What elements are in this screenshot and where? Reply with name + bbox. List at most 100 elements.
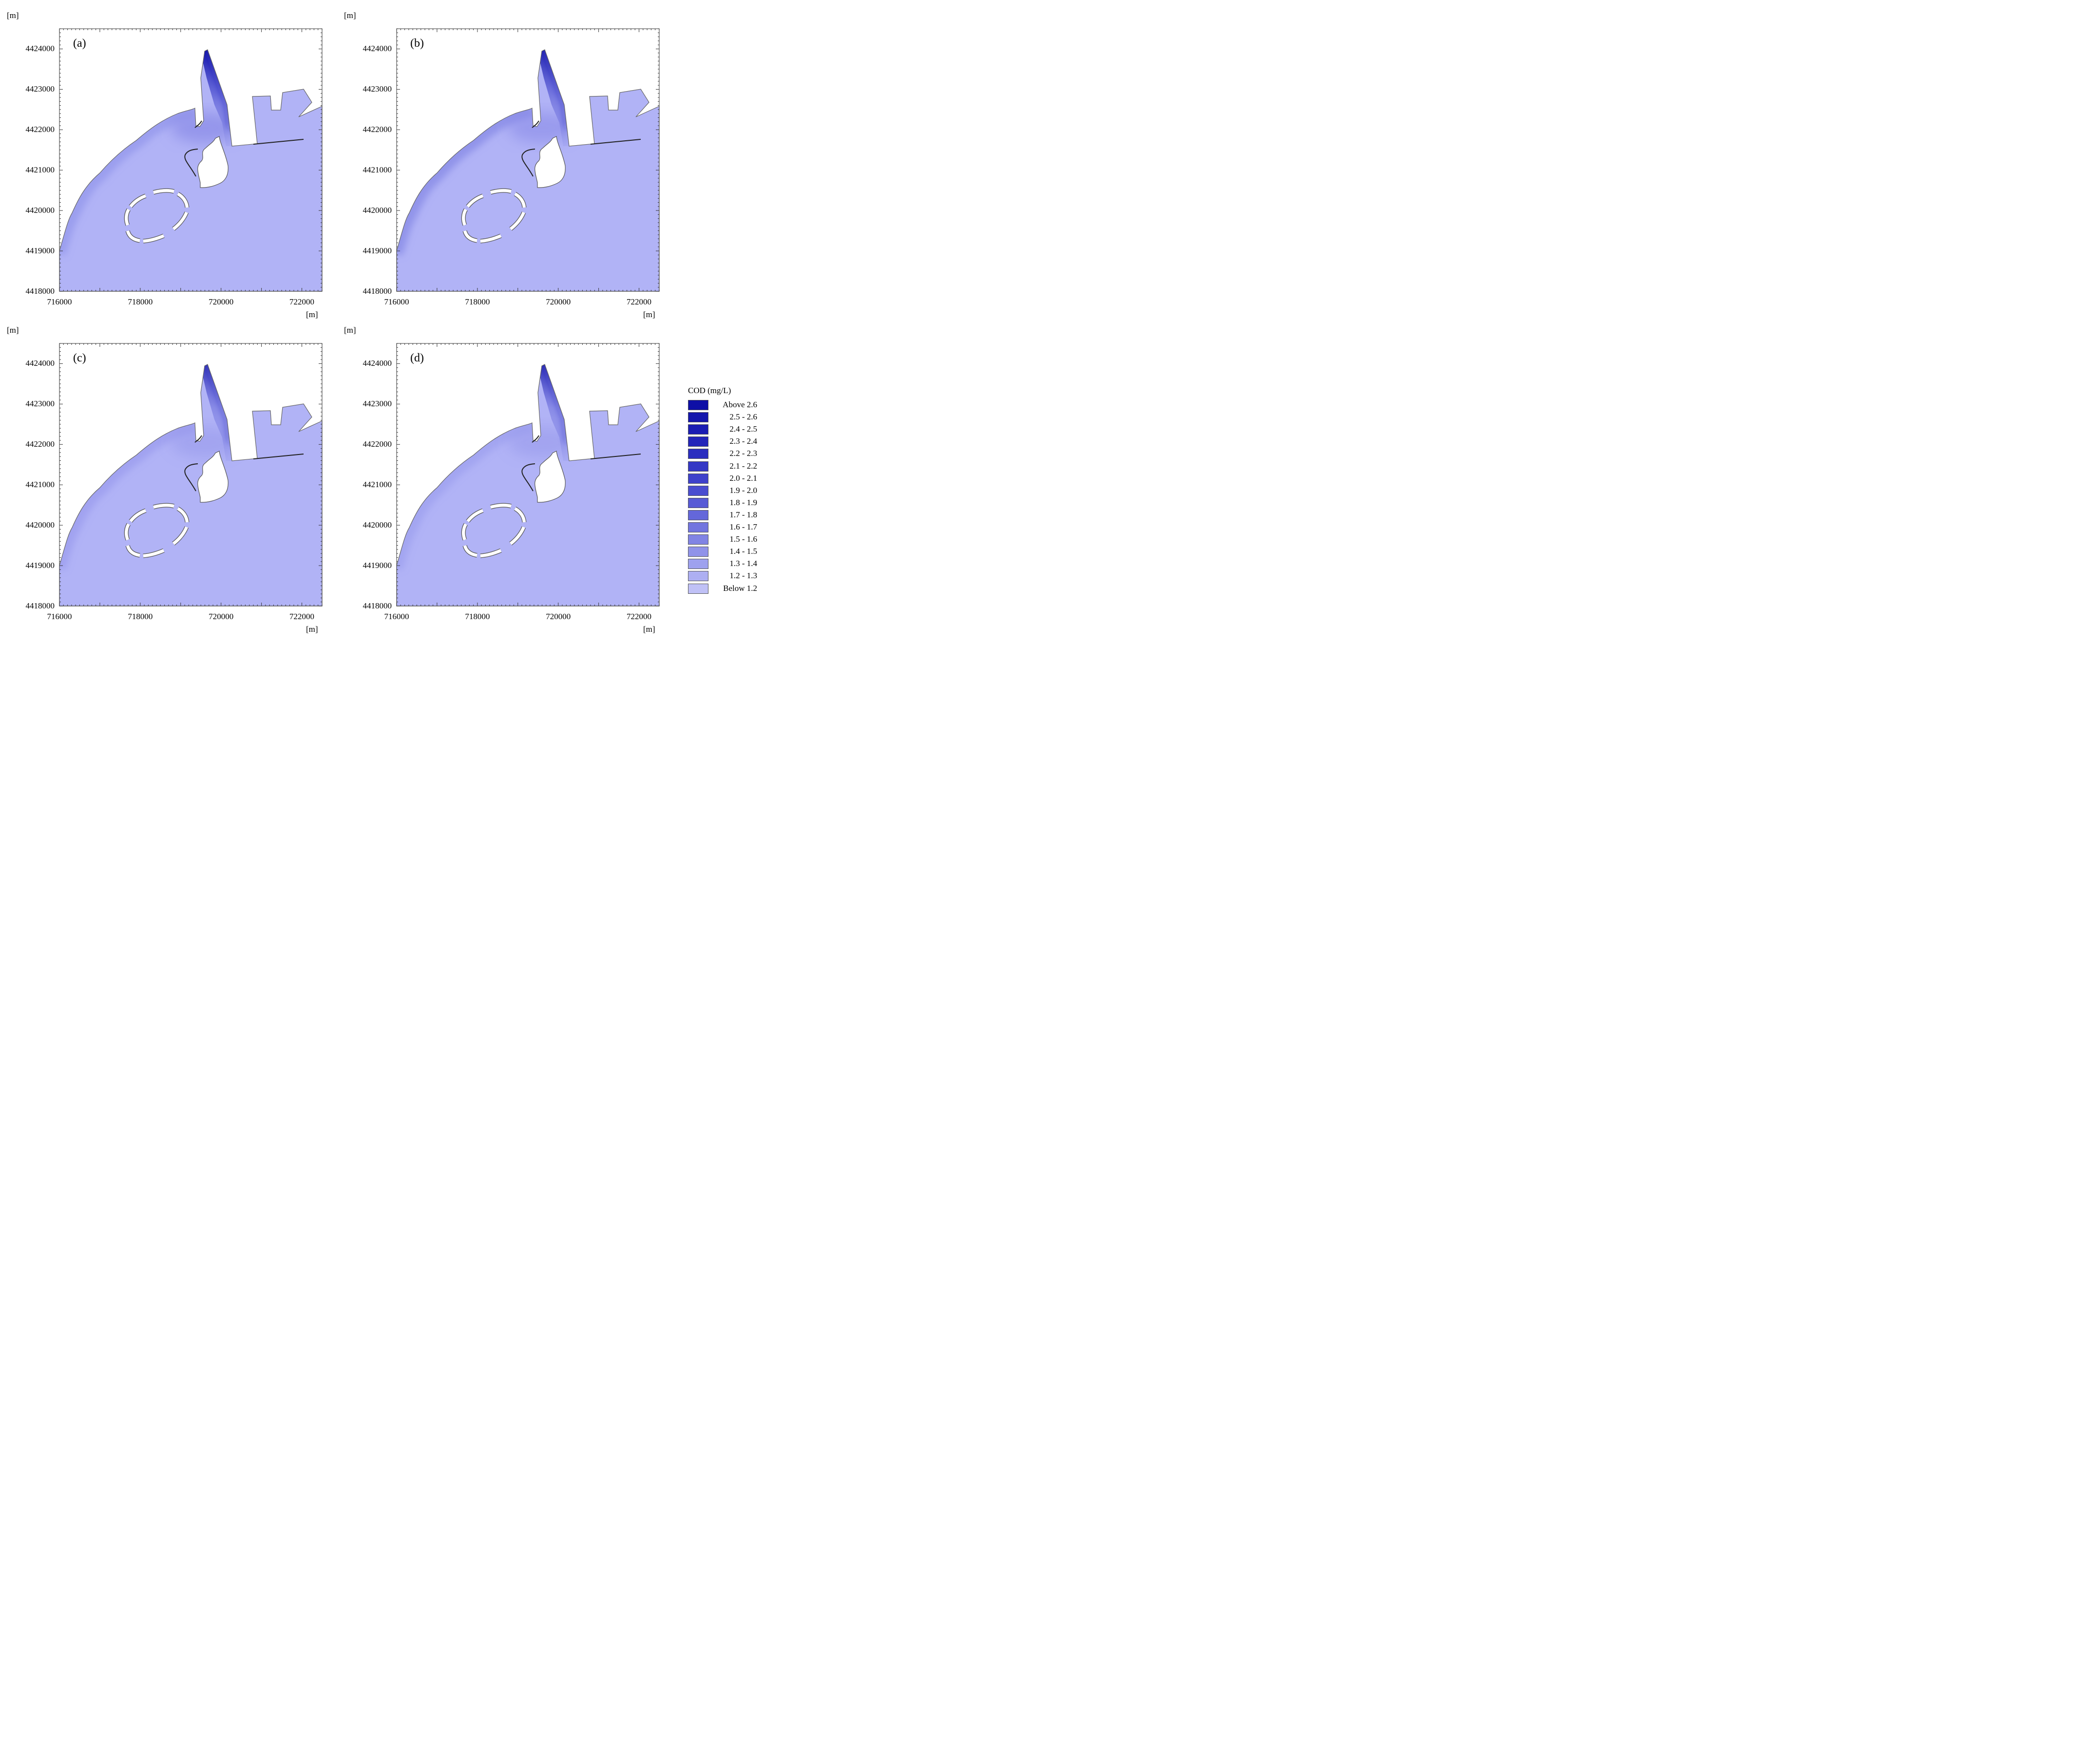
x-tick-label: 716000 bbox=[47, 612, 72, 621]
y-tick-label: 4421000 bbox=[363, 480, 392, 490]
x-axis-unit: [m] bbox=[643, 625, 655, 634]
plot-frame bbox=[396, 28, 660, 292]
y-tick-label: 4421000 bbox=[25, 165, 55, 175]
legend-swatch bbox=[688, 571, 708, 582]
y-tick-label: 4419000 bbox=[25, 246, 55, 256]
ring-breakwater-segment-fill bbox=[466, 194, 484, 208]
x-tick-label: 720000 bbox=[546, 612, 571, 621]
x-tick-label: 716000 bbox=[47, 297, 72, 306]
map-canvas bbox=[396, 28, 660, 292]
ring-breakwater-segment-fill bbox=[480, 549, 502, 558]
legend-swatch bbox=[688, 424, 708, 435]
panel-label: (a) bbox=[73, 37, 86, 50]
legend-label: 1.6 - 1.7 bbox=[729, 522, 757, 531]
ring-breakwater-segment-fill bbox=[172, 526, 188, 545]
curved-breakwater bbox=[521, 149, 535, 177]
y-axis-unit: [m] bbox=[7, 11, 19, 20]
legend-swatch bbox=[688, 436, 708, 447]
legend-swatch bbox=[688, 583, 708, 594]
x-tick-label: 718000 bbox=[128, 297, 153, 306]
artificial-island bbox=[197, 136, 229, 188]
ring-breakwater-segment-fill bbox=[129, 194, 147, 208]
legend-label: 2.0 - 2.1 bbox=[729, 473, 757, 483]
y-tick-label: 4421000 bbox=[25, 480, 55, 490]
x-tick-label: 718000 bbox=[465, 612, 490, 621]
y-tick-label: 4424000 bbox=[25, 44, 55, 54]
axis-ticks bbox=[396, 28, 660, 292]
plot-frame bbox=[59, 343, 323, 606]
ring-breakwater-segment-fill bbox=[129, 509, 147, 523]
ring-breakwater-segment-fill bbox=[466, 509, 484, 523]
small-jetty bbox=[194, 120, 202, 128]
legend-item: 1.8 - 1.9 bbox=[688, 497, 761, 510]
legend-item: 2.0 - 2.1 bbox=[688, 473, 761, 485]
coastline bbox=[59, 49, 323, 292]
legend-label: 1.3 - 1.4 bbox=[729, 559, 757, 568]
legend-label: 1.2 - 1.3 bbox=[729, 571, 757, 581]
map-panel-c: [m] [m] (c) 4424000 4423000 4422000 4421000 442… bbox=[0, 315, 341, 634]
axis-ticks bbox=[396, 343, 660, 606]
y-tick-label: 4418000 bbox=[363, 601, 392, 610]
x-axis-unit: [m] bbox=[643, 310, 655, 319]
ring-breakwater-segment-fill bbox=[125, 523, 130, 541]
plot-frame bbox=[59, 28, 323, 292]
axis-ticks bbox=[59, 28, 323, 292]
channel-plume bbox=[201, 364, 232, 461]
cod-map-figure: [m] [m] (a) 4424000 4423000 4422000 4421000 442… bbox=[0, 0, 764, 641]
legend-label: 1.7 - 1.8 bbox=[729, 510, 757, 519]
legend-item: 1.3 - 1.4 bbox=[688, 558, 761, 570]
ring-breakwater-segment-fill bbox=[490, 189, 512, 194]
y-tick-label: 4424000 bbox=[363, 359, 392, 368]
ring-breakwater-segment-fill bbox=[514, 192, 526, 208]
artificial-island bbox=[535, 136, 566, 188]
map-panel-a: [m] [m] (a) 4424000 4423000 4422000 4421000 442… bbox=[0, 0, 341, 319]
water-area bbox=[59, 364, 322, 606]
legend-label: 1.5 - 1.6 bbox=[729, 534, 757, 544]
x-tick-label: 722000 bbox=[289, 612, 315, 621]
legend-item: 2.2 - 2.3 bbox=[688, 448, 761, 460]
y-tick-label: 4419000 bbox=[25, 561, 55, 570]
curved-breakwater bbox=[184, 463, 198, 492]
legend-item: 1.7 - 1.8 bbox=[688, 510, 761, 522]
small-jetty bbox=[194, 435, 202, 443]
x-tick-label: 722000 bbox=[627, 612, 652, 621]
legend-swatch bbox=[688, 461, 708, 472]
y-axis-unit: [m] bbox=[344, 11, 356, 20]
land-area bbox=[59, 29, 322, 251]
ring-breakwater-segment-fill bbox=[509, 526, 525, 545]
y-tick-label: 4423000 bbox=[25, 399, 55, 409]
y-tick-label: 4422000 bbox=[363, 125, 392, 134]
x-tick-label: 718000 bbox=[465, 297, 490, 306]
x-tick-label: 718000 bbox=[128, 612, 153, 621]
x-tick-label: 722000 bbox=[627, 297, 652, 306]
ring-breakwater-segment-fill bbox=[153, 189, 174, 194]
curved-breakwater bbox=[521, 463, 535, 492]
ring-breakwater-segment-fill bbox=[509, 211, 525, 230]
curved-breakwater bbox=[184, 149, 198, 177]
land-area bbox=[397, 29, 659, 251]
channel-plume bbox=[201, 50, 232, 146]
axis-ticks bbox=[59, 343, 323, 606]
legend-swatch bbox=[688, 522, 708, 532]
y-tick-label: 4424000 bbox=[25, 359, 55, 368]
legend-swatch bbox=[688, 510, 708, 520]
ring-breakwater-segment-fill bbox=[126, 545, 140, 557]
map-canvas bbox=[59, 28, 323, 292]
y-tick-label: 4424000 bbox=[363, 44, 392, 54]
y-tick-label: 4418000 bbox=[25, 286, 55, 296]
legend-swatch bbox=[688, 412, 708, 423]
legend-swatch bbox=[688, 559, 708, 569]
panel-label: (d) bbox=[410, 352, 424, 364]
x-axis-unit: [m] bbox=[306, 310, 318, 319]
legend-item: 2.5 - 2.6 bbox=[688, 412, 761, 424]
ring-breakwater-segment-fill bbox=[177, 507, 189, 523]
panel-label: (c) bbox=[73, 352, 86, 364]
legend-label: 1.4 - 1.5 bbox=[729, 547, 757, 556]
land-area bbox=[397, 343, 659, 566]
water-area bbox=[397, 364, 659, 606]
legend-label: 2.3 - 2.4 bbox=[729, 436, 757, 446]
artificial-island bbox=[535, 451, 566, 503]
map-canvas bbox=[59, 343, 323, 606]
y-tick-label: 4418000 bbox=[363, 286, 392, 296]
ring-breakwater-segment-fill bbox=[143, 234, 165, 243]
